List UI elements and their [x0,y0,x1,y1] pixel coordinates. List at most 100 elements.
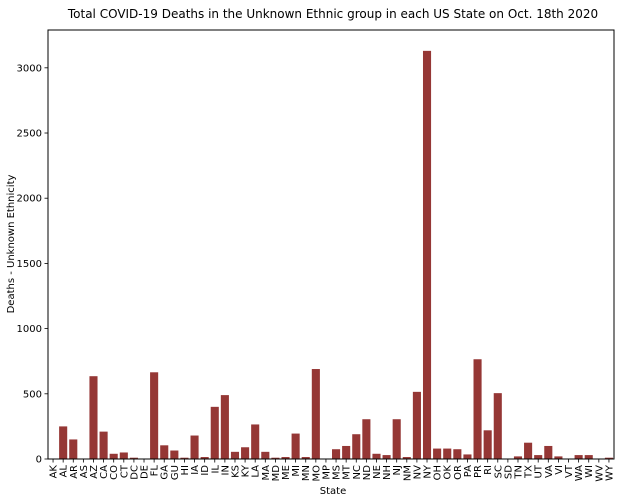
bar-ct [119,452,128,459]
x-tick-label: CA [99,465,110,479]
x-tick-label: CO [109,465,120,480]
y-tick-label: 3000 [17,63,42,74]
x-tick-label: NM [402,465,413,481]
bar-id [200,457,209,459]
bar-hi [180,457,189,459]
bar-nc [352,434,361,459]
bar-or [453,449,462,459]
bar-il [210,406,219,459]
bar-ga [160,445,169,459]
bar-in [220,395,229,459]
x-tick-label: AS [79,465,90,478]
x-tick-label: AK [49,465,60,479]
x-tick-label: MP [321,465,332,480]
y-tick-label: 2000 [17,194,42,205]
bar-tx [524,442,533,459]
bar-la [251,424,260,459]
x-tick-label: WV [594,465,605,482]
x-tick-label: MO [311,465,322,482]
bar-wy [604,457,613,459]
bar-oh [433,448,442,459]
bar-ky [241,447,250,459]
bar-ma [261,451,270,459]
x-tick-label: PA [463,465,474,477]
bar-ca [99,431,108,459]
bars-group [59,50,613,460]
x-tick-label: NH [382,465,393,480]
bar-dc [129,457,138,459]
x-tick-label: VA [544,465,555,478]
bar-az [89,376,98,459]
x-tick-label: FL [150,465,161,477]
x-tick-label: UT [534,464,545,478]
bar-nv [412,391,421,459]
x-tick-label: OR [453,465,464,480]
x-tick-label: NJ [392,465,403,475]
x-tick-label: MN [301,465,312,481]
x-tick-label: RI [483,465,494,475]
bar-ok [443,448,452,459]
x-tick-label: MA [261,465,272,481]
x-tick-label: DC [129,465,140,480]
bar-fl [150,372,159,459]
x-tick-label: GA [160,465,171,480]
x-tick-label: MS [332,465,343,480]
chart-title: Total COVID-19 Deaths in the Unknown Eth… [67,7,598,21]
bar-ri [483,430,492,459]
x-tick-label: MT [342,464,353,480]
bar-ne [372,453,381,459]
bar-ut [534,455,543,459]
bar-mn [301,457,310,459]
x-tick-label: ND [362,465,373,480]
bar-ar [69,439,78,459]
plot-frame [47,29,615,460]
x-axis-label: State [320,486,346,497]
bar-md [271,457,280,459]
x-tick-label: OH [433,465,444,480]
x-tick-label: ME [281,465,292,480]
x-tick-label: AR [69,465,80,479]
bar-mo [311,369,320,459]
x-tick-label: LA [251,465,262,478]
x-tick-label: ID [200,465,211,476]
x-tick-label: SD [503,465,514,479]
bar-nd [362,419,371,459]
bar-vi [554,456,563,459]
bar-ks [230,451,240,459]
y-axis-label: Deaths - Unknown Ethnicity [6,175,17,314]
x-tick-label: PR [473,465,484,478]
bar-ms [332,449,341,459]
x-tick-label: SC [493,465,504,478]
bar-mt [342,445,351,459]
bar-wi [584,455,593,459]
bar-al [59,426,68,459]
bar-va [544,445,553,459]
bar-tn [513,456,523,459]
x-tick-label: VI [554,465,565,475]
x-tick-label: VT [564,464,575,478]
bar-pr [473,359,482,459]
bar-co [109,453,118,459]
x-tick-label: TN [513,465,524,480]
x-tick-label: MD [271,465,282,482]
x-tick-label: OK [443,465,454,480]
bar-nj [392,419,401,459]
y-tick-label: 1000 [17,324,42,335]
x-tick-label: CT [119,464,130,478]
bar-ia [190,435,199,459]
bar-nm [402,457,411,459]
x-tick-label: NV [412,465,423,479]
bar-ny [422,50,432,460]
x-tick-label: WI [584,465,595,478]
x-tick-label: KY [241,464,252,477]
x-tick-label: DE [140,465,151,479]
x-tick-label: IA [190,465,201,475]
bar-gu [170,450,179,459]
y-tick-label: 500 [23,389,42,400]
x-tick-label: WY [604,464,615,481]
x-tick-label: IL [210,465,221,474]
x-tick-label: AZ [89,465,100,479]
x-tick-label: GU [170,465,181,480]
y-tick-label: 2500 [17,129,42,140]
